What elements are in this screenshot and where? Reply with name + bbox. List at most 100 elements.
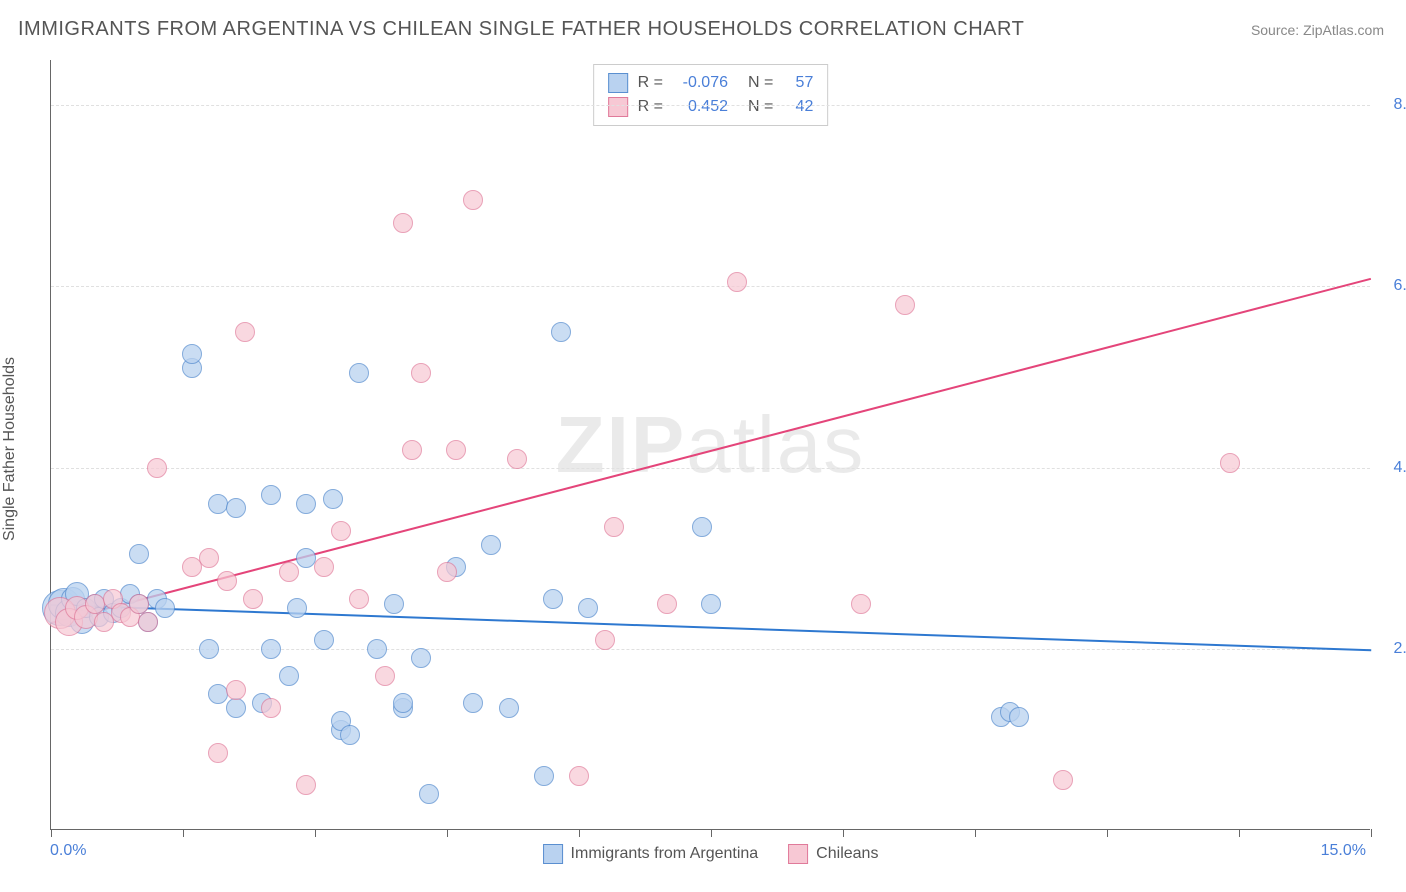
scatter-point <box>208 743 228 763</box>
scatter-point <box>692 517 712 537</box>
scatter-point <box>657 594 677 614</box>
scatter-point <box>534 766 554 786</box>
n-value-1: 57 <box>783 74 813 92</box>
scatter-point <box>578 598 598 618</box>
scatter-point <box>340 725 360 745</box>
n-value-2: 42 <box>783 98 813 116</box>
scatter-point <box>543 589 563 609</box>
scatter-point <box>895 295 915 315</box>
scatter-point <box>569 766 589 786</box>
x-tick <box>183 829 184 837</box>
grid-line <box>51 649 1370 650</box>
x-tick <box>975 829 976 837</box>
source-label: Source: <box>1251 22 1299 38</box>
scatter-point <box>595 630 615 650</box>
scatter-point <box>604 517 624 537</box>
scatter-point <box>226 698 246 718</box>
x-tick <box>843 829 844 837</box>
legend-stats-row-2: R = 0.452 N = 42 <box>608 95 814 119</box>
scatter-point <box>402 440 422 460</box>
scatter-point <box>507 449 527 469</box>
scatter-point <box>296 494 316 514</box>
scatter-point <box>314 630 334 650</box>
scatter-point <box>1053 770 1073 790</box>
legend-series: Immigrants from Argentina Chileans <box>543 844 879 864</box>
scatter-point <box>446 440 466 460</box>
grid-line <box>51 105 1370 106</box>
legend-swatch-bottom-1 <box>543 844 563 864</box>
legend-item-1: Immigrants from Argentina <box>543 844 759 864</box>
scatter-point <box>481 535 501 555</box>
x-min-label: 0.0% <box>50 842 86 860</box>
legend-swatch-bottom-2 <box>788 844 808 864</box>
scatter-point <box>411 648 431 668</box>
scatter-point <box>349 363 369 383</box>
scatter-point <box>279 562 299 582</box>
scatter-point <box>349 589 369 609</box>
n-label-1: N = <box>748 74 773 92</box>
watermark: ZIPatlas <box>556 399 865 491</box>
scatter-point <box>367 639 387 659</box>
scatter-point <box>551 322 571 342</box>
y-tick-label: 4.0% <box>1375 459 1406 477</box>
scatter-point <box>182 344 202 364</box>
scatter-point <box>384 594 404 614</box>
legend-stats-row-1: R = -0.076 N = 57 <box>608 71 814 95</box>
x-tick <box>1371 829 1372 837</box>
scatter-point <box>463 693 483 713</box>
r-value-1: -0.076 <box>673 74 728 92</box>
x-tick <box>579 829 580 837</box>
y-tick-label: 6.0% <box>1375 277 1406 295</box>
grid-line <box>51 286 1370 287</box>
y-axis-label: Single Father Households <box>1 357 19 541</box>
scatter-point <box>296 775 316 795</box>
x-tick <box>51 829 52 837</box>
y-tick-label: 8.0% <box>1375 96 1406 114</box>
scatter-point <box>393 693 413 713</box>
scatter-point <box>463 190 483 210</box>
scatter-point <box>199 639 219 659</box>
chart-container: IMMIGRANTS FROM ARGENTINA VS CHILEAN SIN… <box>0 0 1406 892</box>
scatter-point <box>261 639 281 659</box>
scatter-point <box>147 458 167 478</box>
scatter-point <box>279 666 299 686</box>
scatter-point <box>226 680 246 700</box>
plot-area: ZIPatlas R = -0.076 N = 57 R = 0.452 N =… <box>50 60 1370 830</box>
scatter-point <box>437 562 457 582</box>
source-attribution: Source: ZipAtlas.com <box>1251 22 1384 38</box>
scatter-point <box>314 557 334 577</box>
scatter-point <box>375 666 395 686</box>
scatter-point <box>261 485 281 505</box>
scatter-point <box>217 571 237 591</box>
scatter-point <box>243 589 263 609</box>
x-tick <box>1239 829 1240 837</box>
scatter-point <box>261 698 281 718</box>
scatter-point <box>727 272 747 292</box>
grid-line <box>51 468 1370 469</box>
legend-label-2: Chileans <box>816 845 878 863</box>
scatter-point <box>851 594 871 614</box>
scatter-point <box>199 548 219 568</box>
scatter-point <box>411 363 431 383</box>
scatter-point <box>1009 707 1029 727</box>
scatter-point <box>155 598 175 618</box>
scatter-point <box>331 521 351 541</box>
page-title: IMMIGRANTS FROM ARGENTINA VS CHILEAN SIN… <box>18 18 1024 41</box>
x-tick <box>1107 829 1108 837</box>
scatter-point <box>419 784 439 804</box>
scatter-point <box>129 544 149 564</box>
scatter-point <box>499 698 519 718</box>
legend-stats: R = -0.076 N = 57 R = 0.452 N = 42 <box>593 64 829 126</box>
legend-swatch-series-2 <box>608 97 628 117</box>
x-max-label: 15.0% <box>1321 842 1366 860</box>
scatter-point <box>1220 453 1240 473</box>
scatter-point <box>129 594 149 614</box>
y-tick-label: 2.0% <box>1375 640 1406 658</box>
scatter-point <box>235 322 255 342</box>
scatter-point <box>701 594 721 614</box>
x-tick <box>315 829 316 837</box>
legend-swatch-series-1 <box>608 73 628 93</box>
source-link[interactable]: ZipAtlas.com <box>1303 22 1384 38</box>
legend-item-2: Chileans <box>788 844 878 864</box>
legend-label-1: Immigrants from Argentina <box>571 845 759 863</box>
